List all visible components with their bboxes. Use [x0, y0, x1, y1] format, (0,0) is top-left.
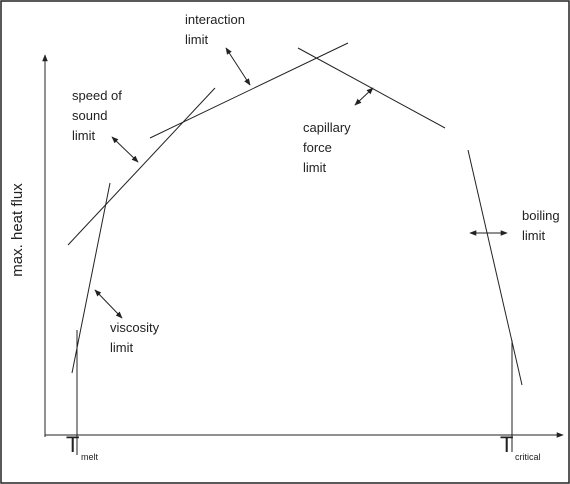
- viscosity-line: [71, 182, 111, 374]
- limit-label: limit: [185, 32, 208, 47]
- limit-label: sound: [72, 108, 107, 123]
- limit-label: limit: [303, 160, 326, 175]
- limit-label: limit: [110, 340, 133, 355]
- interaction-line: [149, 42, 349, 139]
- t-critical-sub: critical: [515, 452, 541, 462]
- t-melt: T: [66, 432, 79, 457]
- limit-label: viscosity: [110, 320, 160, 335]
- y-axis-label: max. heat flux: [9, 183, 26, 277]
- limit-label: speed of: [72, 88, 122, 103]
- labels: interaction limit speed of sound limit capill…: [72, 12, 560, 355]
- limit-label: force: [303, 140, 332, 155]
- limit-label: limit: [72, 128, 95, 143]
- boiling-line: [467, 149, 523, 386]
- limit-label: limit: [522, 228, 545, 243]
- double-arrow: [94, 289, 123, 319]
- limit-label: interaction: [185, 12, 245, 27]
- sound-line: [67, 87, 216, 246]
- double-arrow: [225, 47, 251, 86]
- t-melt-sub: melt: [81, 452, 99, 462]
- double-arrow: [111, 136, 139, 163]
- limit-label: boiling: [522, 208, 560, 223]
- t-critical: T: [500, 432, 513, 457]
- limit-label: capillary: [303, 120, 351, 135]
- double-arrow: [354, 87, 374, 106]
- capillary-line: [297, 47, 446, 129]
